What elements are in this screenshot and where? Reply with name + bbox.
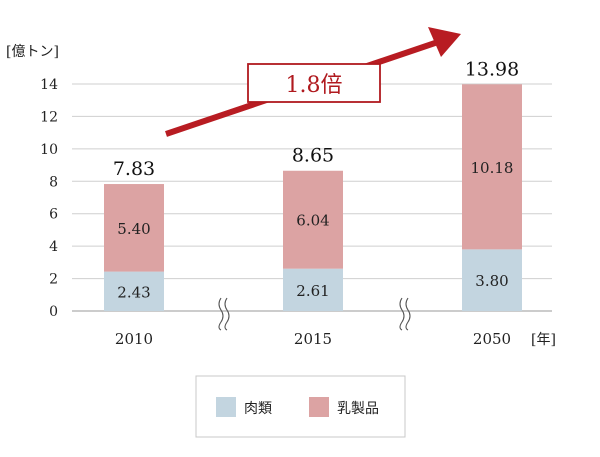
bar-segment-dairy: [104, 184, 164, 272]
total-value-label: 8.65: [292, 145, 334, 167]
axis-break-icon: [218, 297, 230, 331]
legend-swatch-meat: [216, 397, 236, 417]
segment-value-label: 6.04: [296, 212, 329, 230]
bars: [104, 84, 522, 311]
axis-break-stroke: [224, 297, 230, 331]
x-category-label: 2010: [115, 330, 153, 348]
x-category-label: 2015: [294, 330, 332, 348]
growth-annotation-text: 1.8倍: [286, 73, 343, 98]
bar-segment-meat: [283, 268, 343, 311]
x-axis-unit: [年]: [531, 332, 556, 348]
legend-label-dairy: 乳製品: [337, 401, 379, 417]
axis-break-icon: [399, 297, 411, 331]
x-axis-categories: 2010 2015 2050: [115, 330, 511, 348]
segment-value-label: 3.80: [475, 272, 508, 290]
total-value-label: 13.98: [465, 58, 519, 80]
y-tick-label: 4: [49, 239, 58, 255]
bar-segment-meat: [104, 271, 164, 311]
legend: 肉類 乳製品: [195, 375, 406, 438]
y-tick-label: 14: [40, 77, 58, 93]
growth-annotation: 1.8倍: [247, 63, 381, 103]
y-axis-label: [億トン]: [6, 44, 59, 60]
x-category-label: 2050: [473, 330, 511, 348]
legend-swatch-dairy: [309, 397, 329, 417]
y-tick-label: 0: [49, 304, 58, 320]
segment-value-label: 2.43: [117, 283, 150, 301]
axis-break-stroke: [218, 297, 224, 331]
y-axis-ticks: 0 2 4 6 8 10 12 14: [40, 77, 58, 320]
total-labels: 7.83 8.65 13.98: [113, 58, 519, 180]
y-tick-label: 2: [49, 272, 58, 288]
axis-break-marks: [218, 297, 411, 331]
axis-break-stroke: [405, 297, 411, 331]
bar-segment-meat: [462, 249, 522, 311]
total-value-label: 7.83: [113, 158, 155, 180]
y-tick-label: 6: [49, 207, 58, 223]
segment-labels: 2.43 5.40 2.61 6.04 3.80 10.18: [117, 159, 513, 301]
y-tick-label: 10: [40, 142, 58, 158]
bar-segment-dairy: [462, 84, 522, 250]
segment-value-label: 2.61: [296, 282, 329, 300]
segment-value-label: 10.18: [471, 159, 514, 177]
y-tick-label: 8: [49, 174, 58, 190]
segment-value-label: 5.40: [117, 220, 150, 238]
legend-label-meat: 肉類: [244, 401, 272, 417]
bar-segment-dairy: [283, 170, 343, 269]
axis-break-stroke: [399, 297, 405, 331]
y-tick-label: 12: [40, 109, 58, 125]
